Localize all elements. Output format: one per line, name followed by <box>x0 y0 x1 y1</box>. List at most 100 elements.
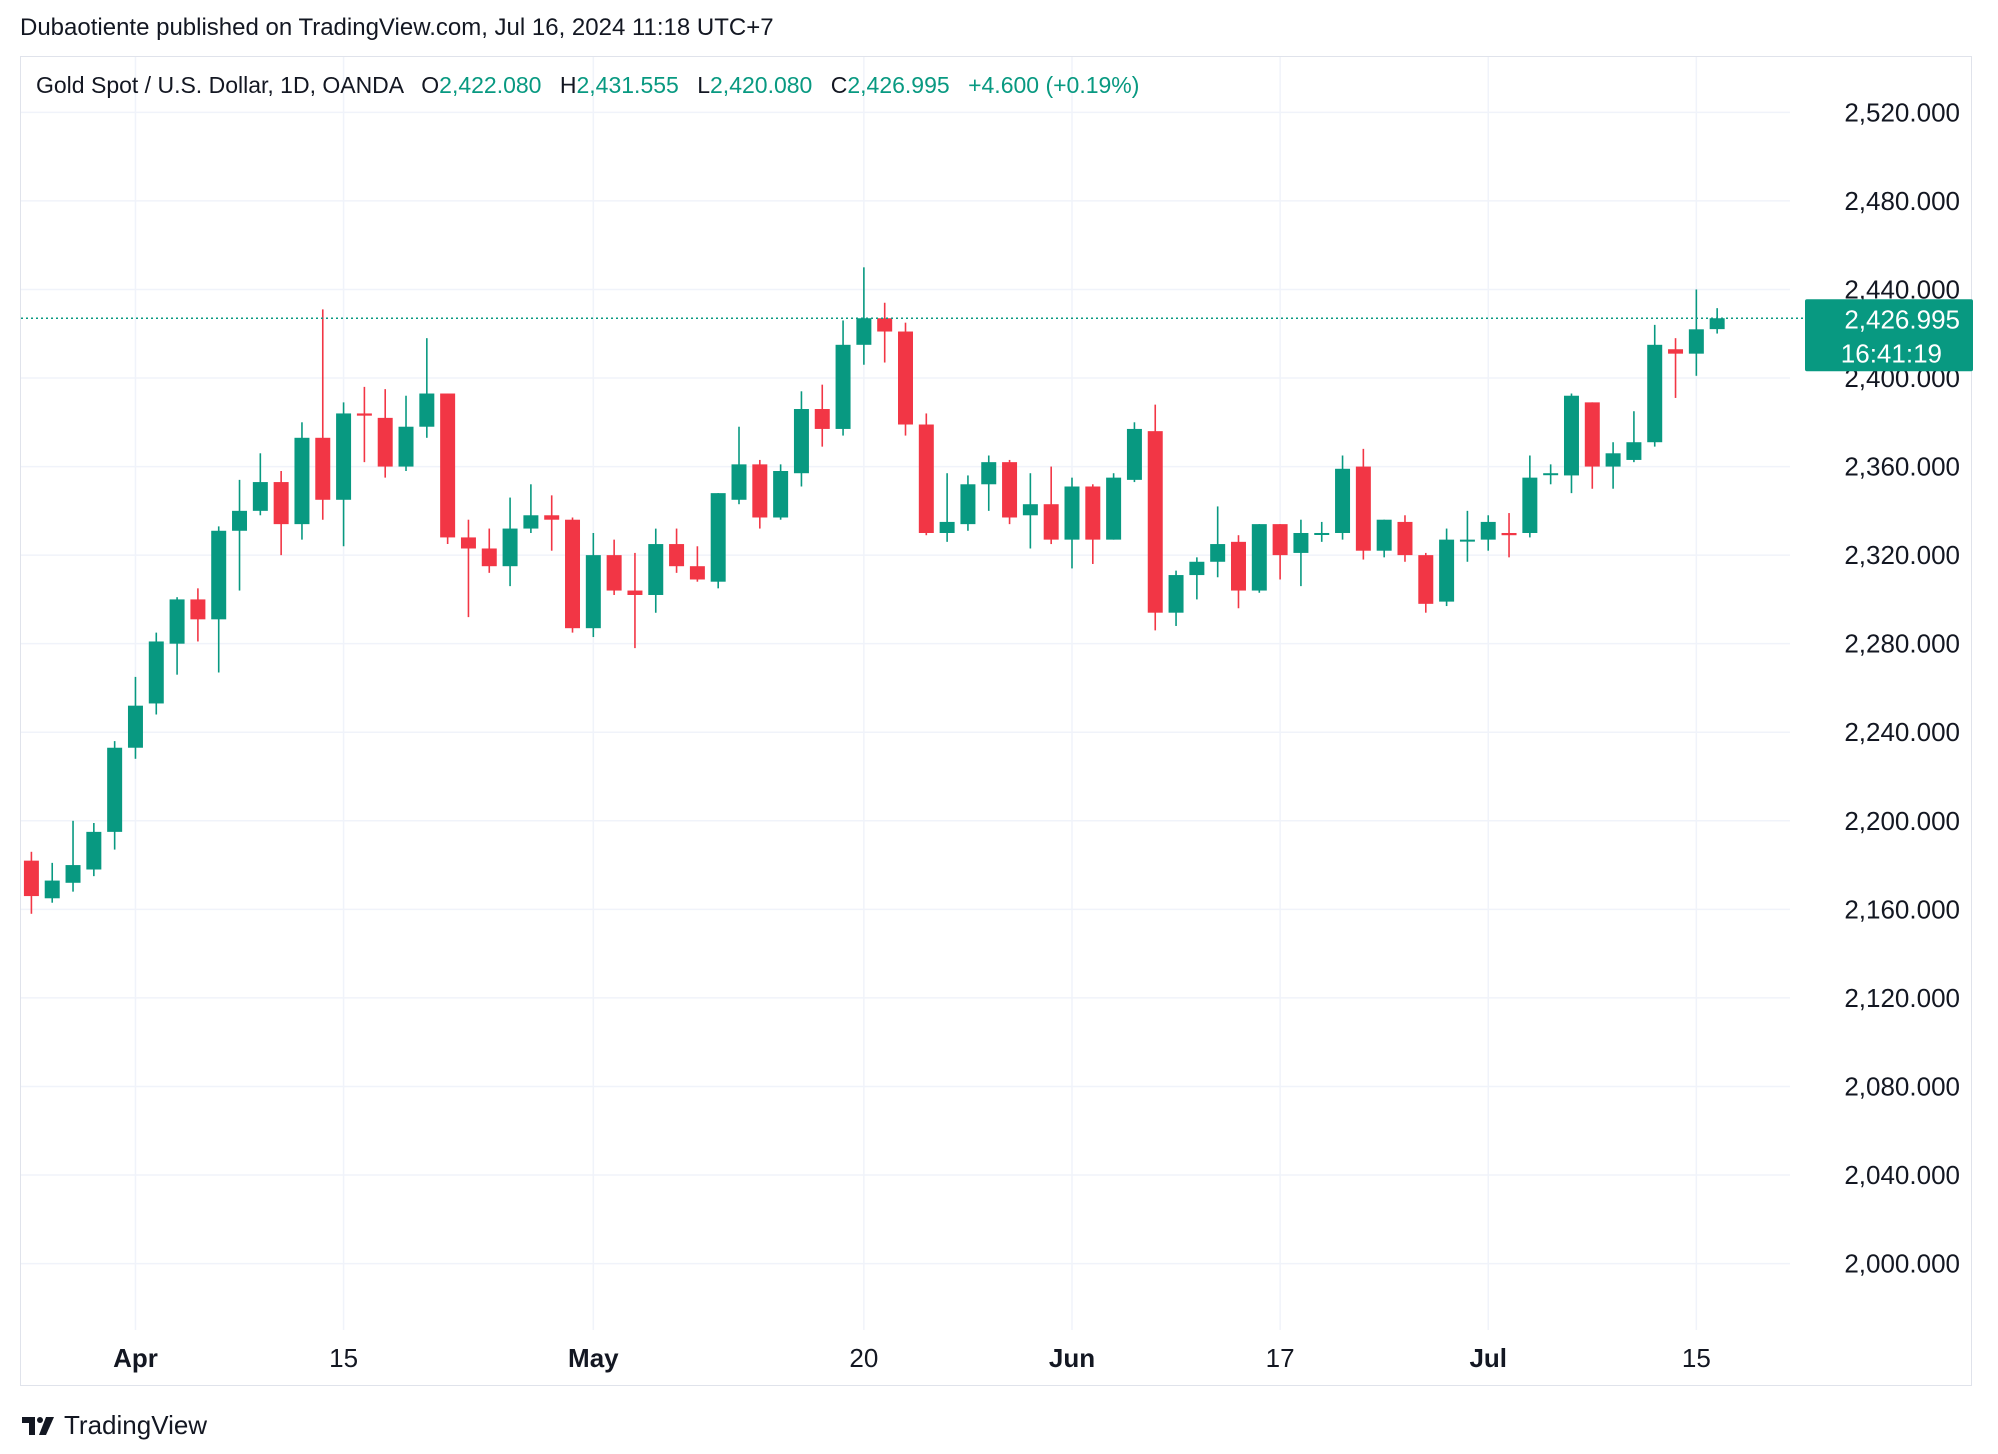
price-axis[interactable]: 2,520.0002,480.0002,440.0002,400.0002,36… <box>1844 97 1960 1278</box>
bar-countdown: 16:41:19 <box>1841 338 1942 368</box>
candle-body <box>1251 524 1267 591</box>
time-tick-label: 15 <box>1682 1343 1711 1373</box>
candle-body <box>377 417 393 467</box>
candle <box>1688 289 1704 376</box>
candle <box>1501 513 1517 558</box>
low-value: 2,420.080 <box>710 72 813 98</box>
open-label: O <box>421 72 440 98</box>
candle <box>1522 455 1538 538</box>
candle-body <box>585 555 601 629</box>
candle <box>1459 510 1475 562</box>
candle-body <box>1126 428 1142 480</box>
candle <box>814 384 830 447</box>
publisher-caption: Dubaotiente published on TradingView.com… <box>20 14 774 41</box>
candle-body <box>44 880 60 899</box>
brand-name: TradingView <box>64 1410 208 1440</box>
candle-body <box>648 544 664 595</box>
candle-body <box>565 519 581 629</box>
candle-body <box>1022 504 1038 516</box>
candle-body <box>793 409 809 474</box>
candle <box>1064 477 1080 569</box>
chart-frame <box>20 56 1972 1386</box>
candle <box>648 528 664 613</box>
candle <box>1106 473 1122 540</box>
candle <box>169 597 185 675</box>
candle <box>544 495 560 551</box>
candle <box>23 851 39 914</box>
candle-body <box>669 544 685 567</box>
candle <box>1210 506 1226 578</box>
candle-body <box>835 344 851 429</box>
candle-body <box>627 590 643 595</box>
candle-body <box>1168 575 1184 613</box>
candle <box>689 546 705 582</box>
candle <box>627 552 643 649</box>
candle <box>773 464 789 520</box>
candles <box>23 267 1725 914</box>
candle-body <box>1314 532 1330 535</box>
price-tick-label: 2,040.000 <box>1844 1160 1960 1190</box>
time-tick-label: 20 <box>849 1343 878 1373</box>
candle <box>1272 524 1288 580</box>
price-tick-label: 2,320.000 <box>1844 540 1960 570</box>
candle-body <box>814 409 830 429</box>
candle-body <box>1688 329 1704 354</box>
candle <box>86 823 102 877</box>
candle <box>669 528 685 573</box>
candle <box>1293 519 1309 587</box>
candle-body <box>86 831 102 870</box>
candle-body <box>1064 486 1080 540</box>
candle <box>856 267 872 365</box>
candle-body <box>1709 318 1725 330</box>
candle <box>127 676 143 759</box>
candle-body <box>1647 344 1663 443</box>
time-tick-label: Jun <box>1049 1343 1095 1373</box>
candle <box>710 493 726 589</box>
symbol-title[interactable]: Gold Spot / U.S. Dollar, 1D, OANDA <box>36 72 403 98</box>
candle <box>398 395 414 472</box>
candle-body <box>877 318 893 332</box>
candle <box>1168 570 1184 626</box>
candle-body <box>1335 468 1351 533</box>
candle-body <box>710 493 726 582</box>
candle <box>1439 528 1455 607</box>
candle <box>918 413 934 536</box>
tradingview-logo-icon <box>22 1416 54 1435</box>
tradingview-brand[interactable]: TradingView <box>22 1410 207 1441</box>
price-tick-label: 2,120.000 <box>1844 983 1960 1013</box>
candle <box>1584 402 1600 489</box>
candle-body <box>544 515 560 520</box>
candle-body <box>1543 473 1559 476</box>
candle-body <box>481 548 497 567</box>
candle-body <box>127 705 143 748</box>
candle <box>752 459 768 529</box>
candle-body <box>1584 402 1600 467</box>
candle <box>211 526 227 673</box>
candle <box>1230 535 1246 609</box>
candle <box>1563 393 1579 494</box>
candle-body <box>960 484 976 525</box>
candle-body <box>23 860 39 897</box>
candle-body <box>1626 442 1642 460</box>
last-price-value: 2,426.995 <box>1844 304 1960 334</box>
price-tick-label: 2,360.000 <box>1844 452 1960 482</box>
candle <box>565 517 581 633</box>
candle-body <box>1106 477 1122 540</box>
candle-body <box>460 537 476 549</box>
candle-body <box>1147 431 1163 613</box>
candle-body <box>356 413 372 416</box>
candle <box>502 497 518 587</box>
candle-body <box>1189 561 1205 576</box>
candle-body <box>1480 521 1496 540</box>
high-label: H <box>559 72 577 98</box>
candle <box>1647 324 1663 447</box>
candle-body <box>1085 486 1101 540</box>
candle-body <box>752 464 768 518</box>
candle-body <box>731 464 747 500</box>
candle <box>523 484 539 533</box>
candle-body <box>419 393 435 427</box>
price-tick-label: 2,000.000 <box>1844 1249 1960 1279</box>
time-axis[interactable]: Apr 15 May 20 Jun 17 Jul 15 <box>113 1343 1711 1373</box>
candle-body <box>1355 466 1371 551</box>
